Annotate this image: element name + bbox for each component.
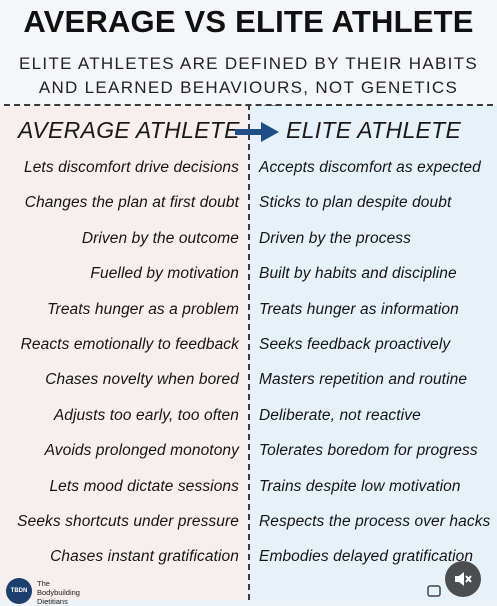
elite-column-background xyxy=(250,106,497,600)
brand-name: The Bodybuilding Dietitians xyxy=(37,579,80,606)
elite-trait: Sticks to plan despite doubt xyxy=(259,194,452,212)
vertical-divider xyxy=(248,104,250,600)
elite-trait: Built by habits and discipline xyxy=(259,265,457,283)
comparison-row: Avoids prolonged monotony Tolerates bore… xyxy=(0,436,497,471)
elite-trait: Trains despite low motivation xyxy=(259,477,461,495)
elite-trait: Embodies delayed gratification xyxy=(259,548,474,566)
elite-trait: Driven by the process xyxy=(259,229,411,247)
comparison-row: Driven by the outcome Driven by the proc… xyxy=(0,224,497,259)
average-trait: Treats hunger as a problem xyxy=(47,300,239,318)
average-athlete-heading: AVERAGE ATHLETE xyxy=(18,117,240,143)
right-arrow-icon xyxy=(235,122,279,142)
comparison-row: Lets mood dictate sessions Trains despit… xyxy=(0,472,497,507)
elite-trait: Deliberate, not reactive xyxy=(259,406,421,424)
comparison-row: Chases novelty when bored Masters repeti… xyxy=(0,365,497,400)
average-trait: Seeks shortcuts under pressure xyxy=(17,512,239,530)
elite-trait: Seeks feedback proactively xyxy=(259,335,451,353)
page-title: AVERAGE VS ELITE ATHLETE xyxy=(23,4,474,39)
average-trait: Chases instant gratification xyxy=(50,548,239,566)
small-badge-icon xyxy=(427,585,441,597)
comparison-row: Seeks shortcuts under pressure Respects … xyxy=(0,507,497,542)
elite-trait: Treats hunger as information xyxy=(259,300,459,318)
comparison-row: Chases instant gratification Embodies de… xyxy=(0,542,497,577)
average-trait: Driven by the outcome xyxy=(81,229,239,247)
header: AVERAGE VS ELITE ATHLETE ELITE ATHLETES … xyxy=(0,0,497,121)
average-trait: Reacts emotionally to feedback xyxy=(20,335,239,353)
elite-athlete-heading: ELITE ATHLETE xyxy=(286,117,462,143)
average-trait: Lets discomfort drive decisions xyxy=(23,159,239,176)
comparison-row: Adjusts too early, too often Deliberate,… xyxy=(0,401,497,436)
average-trait: Chases novelty when bored xyxy=(45,371,239,389)
elite-trait: Tolerates boredom for progress xyxy=(259,442,478,460)
brand-logo: TBDN xyxy=(6,578,32,604)
comparison-row: Changes the plan at first doubt Sticks t… xyxy=(0,188,497,223)
average-trait: Fuelled by motivation xyxy=(90,265,239,283)
comparison-row: Reacts emotionally to feedback Seeks fee… xyxy=(0,330,497,365)
comparison-row: Treats hunger as a problem Treats hunger… xyxy=(0,295,497,330)
average-trait: Adjusts too early, too often xyxy=(53,406,239,424)
elite-trait: Accepts discomfort as expected xyxy=(259,159,481,176)
average-column-background xyxy=(0,106,248,600)
average-trait: Changes the plan at first doubt xyxy=(24,194,239,212)
elite-trait: Masters repetition and routine xyxy=(259,371,468,389)
comparison-rows: Lets discomfort drive decisions Accepts … xyxy=(0,153,497,578)
elite-trait: Respects the process over hacks xyxy=(259,512,491,530)
average-trait: Avoids prolonged monotony xyxy=(44,442,239,460)
comparison-row: Fuelled by motivation Built by habits an… xyxy=(0,259,497,294)
comparison-row: Lets discomfort drive decisions Accepts … xyxy=(0,153,497,188)
speaker-muted-icon xyxy=(455,572,472,586)
mute-button[interactable] xyxy=(445,561,481,597)
average-trait: Lets mood dictate sessions xyxy=(49,477,239,495)
